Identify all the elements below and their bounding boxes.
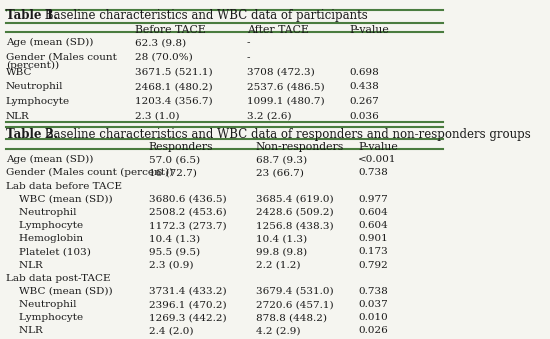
Text: Table 2.: Table 2. — [6, 128, 58, 141]
Text: Platelet (103): Platelet (103) — [6, 247, 91, 256]
Text: 1269.3 (442.2): 1269.3 (442.2) — [148, 313, 226, 322]
Text: 23 (66.7): 23 (66.7) — [256, 168, 304, 177]
Text: 57.0 (6.5): 57.0 (6.5) — [148, 155, 200, 164]
Text: 2.4 (2.0): 2.4 (2.0) — [148, 326, 193, 335]
Text: 0.026: 0.026 — [359, 326, 388, 335]
Text: NLR: NLR — [6, 326, 42, 335]
Text: Lab data post-TACE: Lab data post-TACE — [6, 274, 111, 283]
Text: Table 1.: Table 1. — [6, 9, 58, 22]
Text: 3.2 (2.6): 3.2 (2.6) — [247, 112, 292, 121]
Text: WBC (mean (SD)): WBC (mean (SD)) — [6, 195, 113, 204]
Text: 3708 (472.3): 3708 (472.3) — [247, 67, 315, 77]
Text: Neutrophil: Neutrophil — [6, 208, 76, 217]
Text: Gender (Males count (percent)): Gender (Males count (percent)) — [6, 168, 173, 178]
Text: Lymphocyte: Lymphocyte — [6, 313, 83, 322]
Text: 3679.4 (531.0): 3679.4 (531.0) — [256, 287, 333, 296]
Text: 0.267: 0.267 — [349, 97, 379, 106]
Text: 10.4 (1.3): 10.4 (1.3) — [256, 234, 307, 243]
Text: 3680.6 (436.5): 3680.6 (436.5) — [148, 195, 226, 204]
Text: 99.8 (9.8): 99.8 (9.8) — [256, 247, 307, 256]
Text: Age (mean (SD)): Age (mean (SD)) — [6, 155, 94, 164]
Text: 0.698: 0.698 — [349, 67, 379, 77]
Text: 1203.4 (356.7): 1203.4 (356.7) — [135, 97, 213, 106]
Text: 1256.8 (438.3): 1256.8 (438.3) — [256, 221, 333, 230]
Text: 2537.6 (486.5): 2537.6 (486.5) — [247, 82, 324, 91]
Text: WBC (mean (SD)): WBC (mean (SD)) — [6, 287, 113, 296]
Text: <0.001: <0.001 — [359, 155, 397, 164]
Text: P-value: P-value — [349, 25, 389, 36]
Text: 3731.4 (433.2): 3731.4 (433.2) — [148, 287, 226, 296]
Text: 68.7 (9.3): 68.7 (9.3) — [256, 155, 307, 164]
Text: 3671.5 (521.1): 3671.5 (521.1) — [135, 67, 213, 77]
Text: 0.738: 0.738 — [359, 287, 388, 296]
Text: 2508.2 (453.6): 2508.2 (453.6) — [148, 208, 226, 217]
Text: 95.5 (9.5): 95.5 (9.5) — [148, 247, 200, 256]
Text: P-value: P-value — [359, 142, 398, 152]
Text: Gender (Males count: Gender (Males count — [6, 53, 117, 62]
Text: 2.2 (1.2): 2.2 (1.2) — [256, 261, 300, 270]
Text: 0.977: 0.977 — [359, 195, 388, 204]
Text: 0.738: 0.738 — [359, 168, 388, 177]
Text: Before TACE: Before TACE — [135, 25, 206, 36]
Text: 2396.1 (470.2): 2396.1 (470.2) — [148, 300, 226, 309]
Text: 1172.3 (273.7): 1172.3 (273.7) — [148, 221, 226, 230]
Text: Lab data before TACE: Lab data before TACE — [6, 181, 122, 191]
Text: WBC: WBC — [6, 67, 32, 77]
Text: 0.438: 0.438 — [349, 82, 379, 91]
Text: Age (mean (SD)): Age (mean (SD)) — [6, 38, 94, 47]
Text: 0.036: 0.036 — [349, 112, 379, 121]
Text: NLR: NLR — [6, 261, 42, 270]
Text: 0.901: 0.901 — [359, 234, 388, 243]
Text: 4.2 (2.9): 4.2 (2.9) — [256, 326, 300, 335]
Text: 2468.1 (480.2): 2468.1 (480.2) — [135, 82, 213, 91]
Text: -: - — [247, 38, 250, 47]
Text: Lymphocyte: Lymphocyte — [6, 221, 83, 230]
Text: Neutrophil: Neutrophil — [6, 82, 63, 91]
Text: 0.173: 0.173 — [359, 247, 388, 256]
Text: 10.4 (1.3): 10.4 (1.3) — [148, 234, 200, 243]
Text: -: - — [247, 53, 250, 62]
Text: Neutrophil: Neutrophil — [6, 300, 76, 309]
Text: Hemoglobin: Hemoglobin — [6, 234, 83, 243]
Text: 16 (72.7): 16 (72.7) — [148, 168, 196, 177]
Text: 2720.6 (457.1): 2720.6 (457.1) — [256, 300, 333, 309]
Text: 0.010: 0.010 — [359, 313, 388, 322]
Text: 0.604: 0.604 — [359, 221, 388, 230]
Text: After TACE: After TACE — [247, 25, 309, 36]
Text: 3685.4 (619.0): 3685.4 (619.0) — [256, 195, 333, 204]
Text: 0.037: 0.037 — [359, 300, 388, 309]
Text: 2.3 (1.0): 2.3 (1.0) — [135, 112, 180, 121]
Text: Lymphocyte: Lymphocyte — [6, 97, 70, 106]
Text: Baseline characteristics and WBC data of responders and non-responders groups: Baseline characteristics and WBC data of… — [41, 128, 530, 141]
Text: (percent)): (percent)) — [6, 61, 59, 70]
Text: 2428.6 (509.2): 2428.6 (509.2) — [256, 208, 333, 217]
Text: 2.3 (0.9): 2.3 (0.9) — [148, 261, 193, 270]
Text: Non-responders: Non-responders — [256, 142, 344, 152]
Text: Baseline characteristics and WBC data of participants: Baseline characteristics and WBC data of… — [41, 9, 367, 22]
Text: 62.3 (9.8): 62.3 (9.8) — [135, 38, 186, 47]
Text: 0.792: 0.792 — [359, 261, 388, 270]
Text: 878.8 (448.2): 878.8 (448.2) — [256, 313, 327, 322]
Text: 1099.1 (480.7): 1099.1 (480.7) — [247, 97, 324, 106]
Text: NLR: NLR — [6, 112, 30, 121]
Text: 0.604: 0.604 — [359, 208, 388, 217]
Text: 28 (70.0%): 28 (70.0%) — [135, 53, 193, 62]
Text: Responders: Responders — [148, 142, 213, 152]
